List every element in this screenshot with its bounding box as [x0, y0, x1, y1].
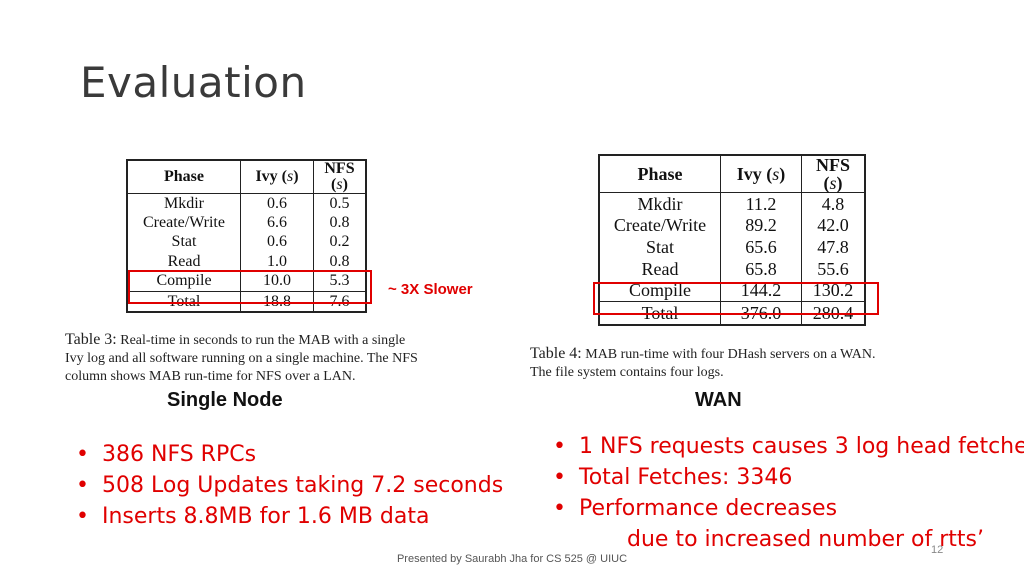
- table-row: Mkdir 11.2 4.8: [599, 192, 865, 215]
- caption-line: Ivy log and all software running on a si…: [65, 351, 418, 366]
- nfs-cell: 0.8: [329, 252, 350, 270]
- header-nfs: NFS (s): [313, 160, 366, 194]
- wan-label: WAN: [695, 389, 742, 411]
- caption-label: Table 4:: [530, 345, 582, 362]
- nfs-cell: 0.5: [329, 194, 350, 212]
- phase-cell: Read: [127, 252, 241, 272]
- list-item: 386 NFS RPCs: [72, 439, 503, 470]
- table-row: Read 1.0 0.8: [127, 252, 366, 272]
- total-nfs-cell: 280.4: [801, 300, 865, 325]
- wan-bullets: 1 NFS requests causes 3 log head fetches…: [549, 431, 1024, 555]
- ivy-cell: 10.0: [240, 271, 314, 292]
- total-label-cell: Total: [127, 290, 241, 313]
- nfs-cell: 4.8: [821, 193, 845, 214]
- table-row: Stat 0.6 0.2: [127, 232, 366, 253]
- nfs-cell: 47.8: [817, 236, 849, 257]
- page-number: 12: [931, 544, 944, 556]
- single-node-label: Single Node: [167, 389, 283, 411]
- list-item: 1 NFS requests causes 3 log head fetches: [549, 431, 1024, 462]
- list-item: 508 Log Updates taking 7.2 seconds: [72, 470, 503, 501]
- phase-cell: Mkdir: [127, 193, 241, 214]
- phase-cell: Compile: [599, 279, 721, 302]
- caption-line: Real-time in seconds to run the MAB with…: [116, 333, 406, 348]
- list-item: Performance decreases: [549, 493, 1024, 524]
- table-row: Mkdir 0.6 0.5: [127, 193, 366, 214]
- header-ivy: Ivy (s): [720, 155, 802, 193]
- list-item-continuation: due to increased number of rtts’: [627, 527, 985, 552]
- phase-cell: Compile: [127, 271, 241, 292]
- table-header-row: Phase Ivy (s) NFS (s): [599, 155, 865, 193]
- table-row: Compile 10.0 5.3: [127, 271, 366, 292]
- total-ivy-cell: 18.8: [240, 290, 314, 313]
- ivy-cell: 1.0: [240, 252, 314, 272]
- total-nfs-cell: 7.6: [313, 290, 366, 313]
- table-header-row: Phase Ivy (s) NFS (s): [127, 160, 366, 194]
- table-row: Compile 144.2 130.2: [599, 279, 865, 302]
- nfs-cell: 5.3: [329, 272, 350, 290]
- table-row: Create/Write 89.2 42.0: [599, 214, 865, 237]
- phase-cell: Create/Write: [599, 214, 721, 237]
- slide-title: Evaluation: [80, 58, 307, 107]
- slower-annotation: ~ 3X Slower: [388, 281, 473, 298]
- single-node-bullets: 386 NFS RPCs 508 Log Updates taking 7.2 …: [72, 439, 503, 532]
- ivy-cell: 11.2: [720, 192, 802, 215]
- nfs-cell: 0.8: [329, 214, 350, 232]
- nfs-cell: 42.0: [817, 215, 849, 236]
- header-phase: Phase: [599, 155, 721, 193]
- ivy-cell: 65.8: [720, 257, 802, 280]
- list-item: Total Fetches: 3346: [549, 462, 1024, 493]
- phase-cell: Stat: [599, 236, 721, 258]
- phase-cell: Stat: [127, 232, 241, 253]
- table3-caption: Table 3: Real-time in seconds to run the…: [65, 331, 485, 386]
- nfs-cell: 55.6: [817, 258, 849, 279]
- header-nfs: NFS (s): [801, 155, 865, 193]
- ivy-cell: 89.2: [720, 214, 802, 237]
- list-item: Inserts 8.8MB for 1.6 MB data: [72, 501, 503, 532]
- ivy-cell: 6.6: [240, 213, 314, 233]
- ivy-cell: 144.2: [720, 279, 802, 302]
- wan-table: Phase Ivy (s) NFS (s) Mkdir 11.2 4.8 Cre…: [598, 154, 866, 326]
- header-ivy: Ivy (s): [240, 160, 314, 194]
- single-node-table: Phase Ivy (s) NFS (s) Mkdir 0.6 0.5 Crea…: [126, 159, 367, 314]
- ivy-cell: 0.6: [240, 193, 314, 214]
- table-row: Stat 65.6 47.8: [599, 236, 865, 258]
- caption-line: MAB run-time with four DHash servers on …: [581, 347, 876, 362]
- phase-cell: Mkdir: [599, 192, 721, 215]
- caption-line: The file system contains four logs.: [530, 365, 724, 380]
- table-total-row: Total 18.8 7.6: [127, 290, 366, 313]
- total-highlight-box: [128, 270, 372, 304]
- header-phase: Phase: [127, 160, 241, 194]
- caption-label: Table 3:: [65, 331, 117, 348]
- table4-caption: Table 4: MAB run-time with four DHash se…: [530, 345, 970, 382]
- nfs-cell: 130.2: [812, 280, 854, 301]
- nfs-cell: 0.2: [329, 233, 350, 251]
- total-highlight-box: [593, 282, 879, 315]
- table-row: Create/Write 6.6 0.8: [127, 213, 366, 233]
- caption-line: column shows MAB run-time for NFS over a…: [65, 369, 356, 384]
- table-row: Read 65.8 55.6: [599, 257, 865, 280]
- ivy-cell: 0.6: [240, 232, 314, 253]
- ivy-cell: 65.6: [720, 236, 802, 258]
- phase-cell: Read: [599, 257, 721, 280]
- phase-cell: Create/Write: [127, 213, 241, 233]
- slide-footer: Presented by Saurabh Jha for CS 525 @ UI…: [396, 553, 628, 565]
- total-label-cell: Total: [599, 300, 721, 325]
